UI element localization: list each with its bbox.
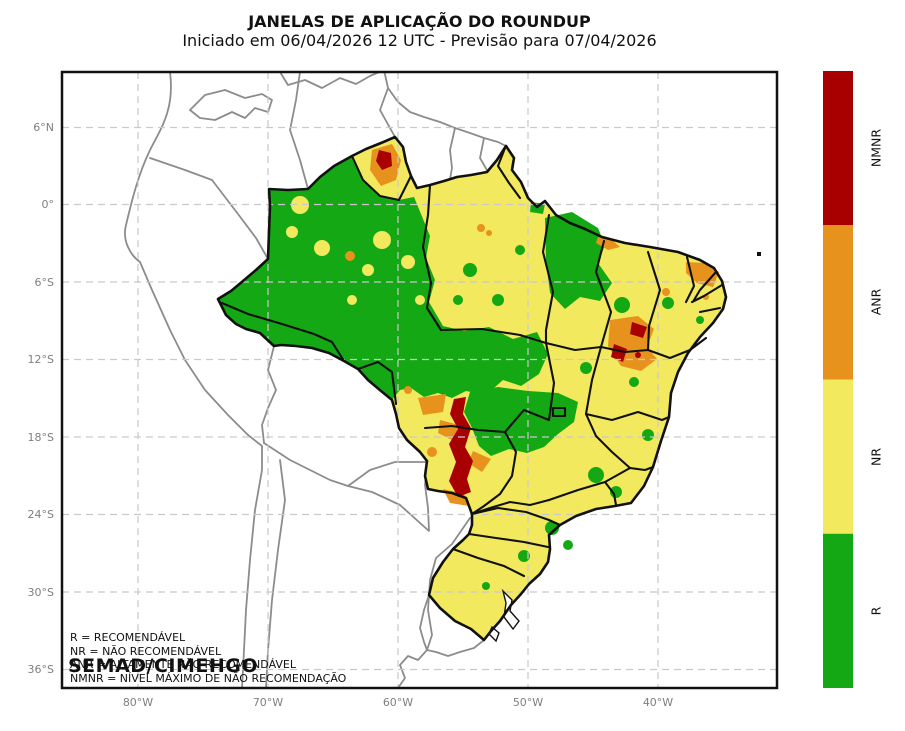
lat-tick-36s: 36°S (27, 663, 54, 676)
legend-line-nmnr: NMNR = NÍVEL MÁXIMO DE NÃO RECOMENDAÇÃO (70, 671, 347, 685)
lat-tick-0: 0° (41, 198, 55, 211)
lat-tick-30s: 30°S (27, 585, 54, 599)
regions-nr-speckles (286, 196, 425, 305)
legend-line-nr: NR = NÃO RECOMENDÁVEL (70, 644, 222, 658)
chart-subtitle: Iniciado em 06/04/2026 12 UTC - Previsão… (182, 31, 657, 50)
state-borders (220, 146, 724, 578)
lon-tick-80w: 80°W (122, 696, 154, 709)
lat-tick-18s: 18°S (27, 430, 54, 444)
lon-tick-60w: 60°W (382, 696, 414, 709)
regions-r-green (218, 156, 704, 590)
plot-frame (60, 70, 779, 690)
colorbar-segment-nr (823, 379, 853, 534)
colorbar (823, 71, 853, 688)
lon-tick-50w: 50°W (512, 696, 544, 709)
lat-tick-24s: 24°S (27, 508, 54, 521)
gridlines (62, 72, 777, 688)
legend: R = RECOMENDÁVEL NR = NÃO RECOMENDÁVEL A… (70, 631, 346, 685)
lat-tick-12s: 12°S (27, 353, 54, 366)
legend-line-r: R = RECOMENDÁVEL (70, 631, 186, 644)
colorbar-label-r: R (868, 606, 884, 616)
legend-line-anr: ANR = ALTAMENTE NÃO RECOMENDÁVEL (70, 658, 296, 672)
lon-tick-40w: 40°W (642, 696, 674, 709)
colorbar-label-nmnr: NMNR (868, 128, 884, 168)
watermark: SEMAD/CIMEHGO (68, 655, 259, 677)
lat-tick-6s: 6°S (34, 275, 54, 289)
brazil-outline (216, 135, 728, 642)
colorbar-segment-r (823, 533, 853, 688)
island-marker (757, 252, 761, 256)
regions-nmnr-red (376, 150, 647, 497)
lon-tick-70w: 70°W (252, 696, 284, 709)
chart-title: JANELAS DE APLICAÇÃO DO ROUNDUP (248, 12, 591, 31)
colorbar-segment-nmnr (823, 71, 853, 226)
neighbor-country-borders (124, 72, 507, 688)
colorbar-label-nr: NR (868, 447, 884, 467)
lat-tick-6n: 6°N (33, 121, 54, 134)
colorbar-label-anr: ANR (868, 288, 884, 316)
colorbar-segment-anr (823, 225, 853, 380)
